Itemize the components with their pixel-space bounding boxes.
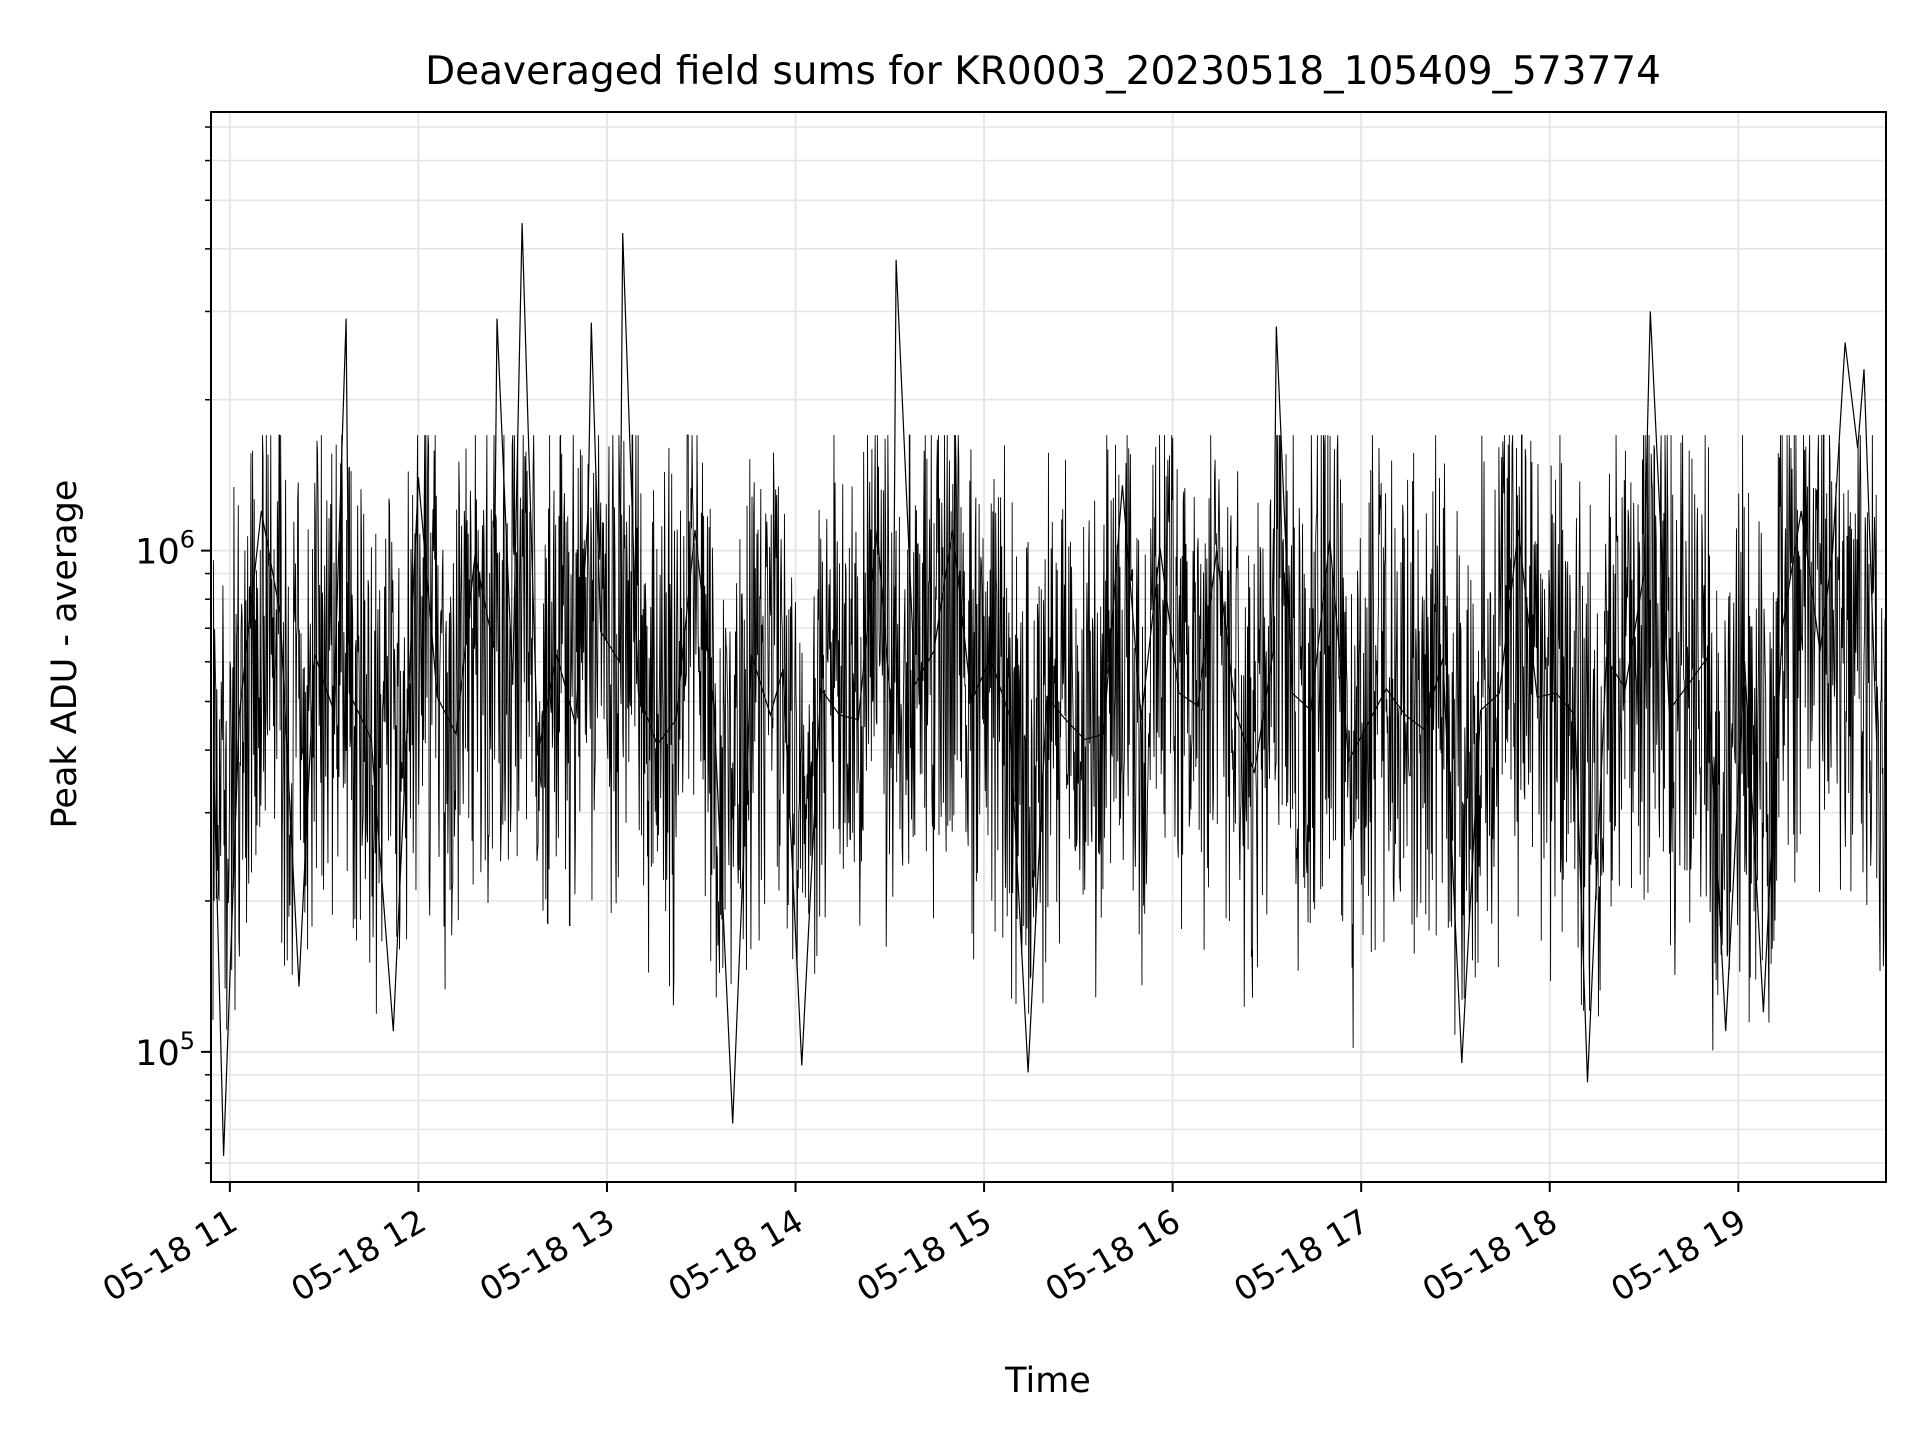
x-tick-label: 05-18 13 bbox=[473, 1201, 621, 1309]
x-tick-label: 05-18 17 bbox=[1227, 1201, 1375, 1309]
plot-area-frame bbox=[210, 111, 1887, 1183]
x-tick-label: 05-18 18 bbox=[1416, 1201, 1564, 1309]
data-line-detail bbox=[212, 434, 1886, 1051]
x-tick-label: 05-18 16 bbox=[1039, 1201, 1187, 1309]
data-series bbox=[213, 222, 1878, 1157]
x-tick-label: 05-18 19 bbox=[1604, 1201, 1752, 1309]
y-axis-label: Peak ADU - average bbox=[45, 480, 85, 829]
x-tick-label: 05-18 14 bbox=[662, 1201, 810, 1309]
x-axis-label: Time bbox=[1004, 1361, 1091, 1401]
y-tick-label: 106 bbox=[135, 526, 195, 573]
series-line bbox=[213, 223, 1878, 1156]
x-tick-label: 05-18 15 bbox=[850, 1201, 998, 1309]
x-tick-label: 05-18 11 bbox=[96, 1201, 244, 1309]
chart-title: Deaveraged field sums for KR0003_2023051… bbox=[425, 49, 1661, 94]
x-axis-ticks: 05-18 11 05-18 12 05-18 13 05-18 14 05-18 15… bbox=[96, 1182, 1752, 1309]
x-tick-label: 05-18 12 bbox=[284, 1201, 432, 1309]
y-tick-label: 105 bbox=[135, 1027, 195, 1074]
series-detail-line bbox=[212, 434, 1886, 1051]
y-axis-ticks: 105 106 bbox=[135, 126, 211, 1164]
